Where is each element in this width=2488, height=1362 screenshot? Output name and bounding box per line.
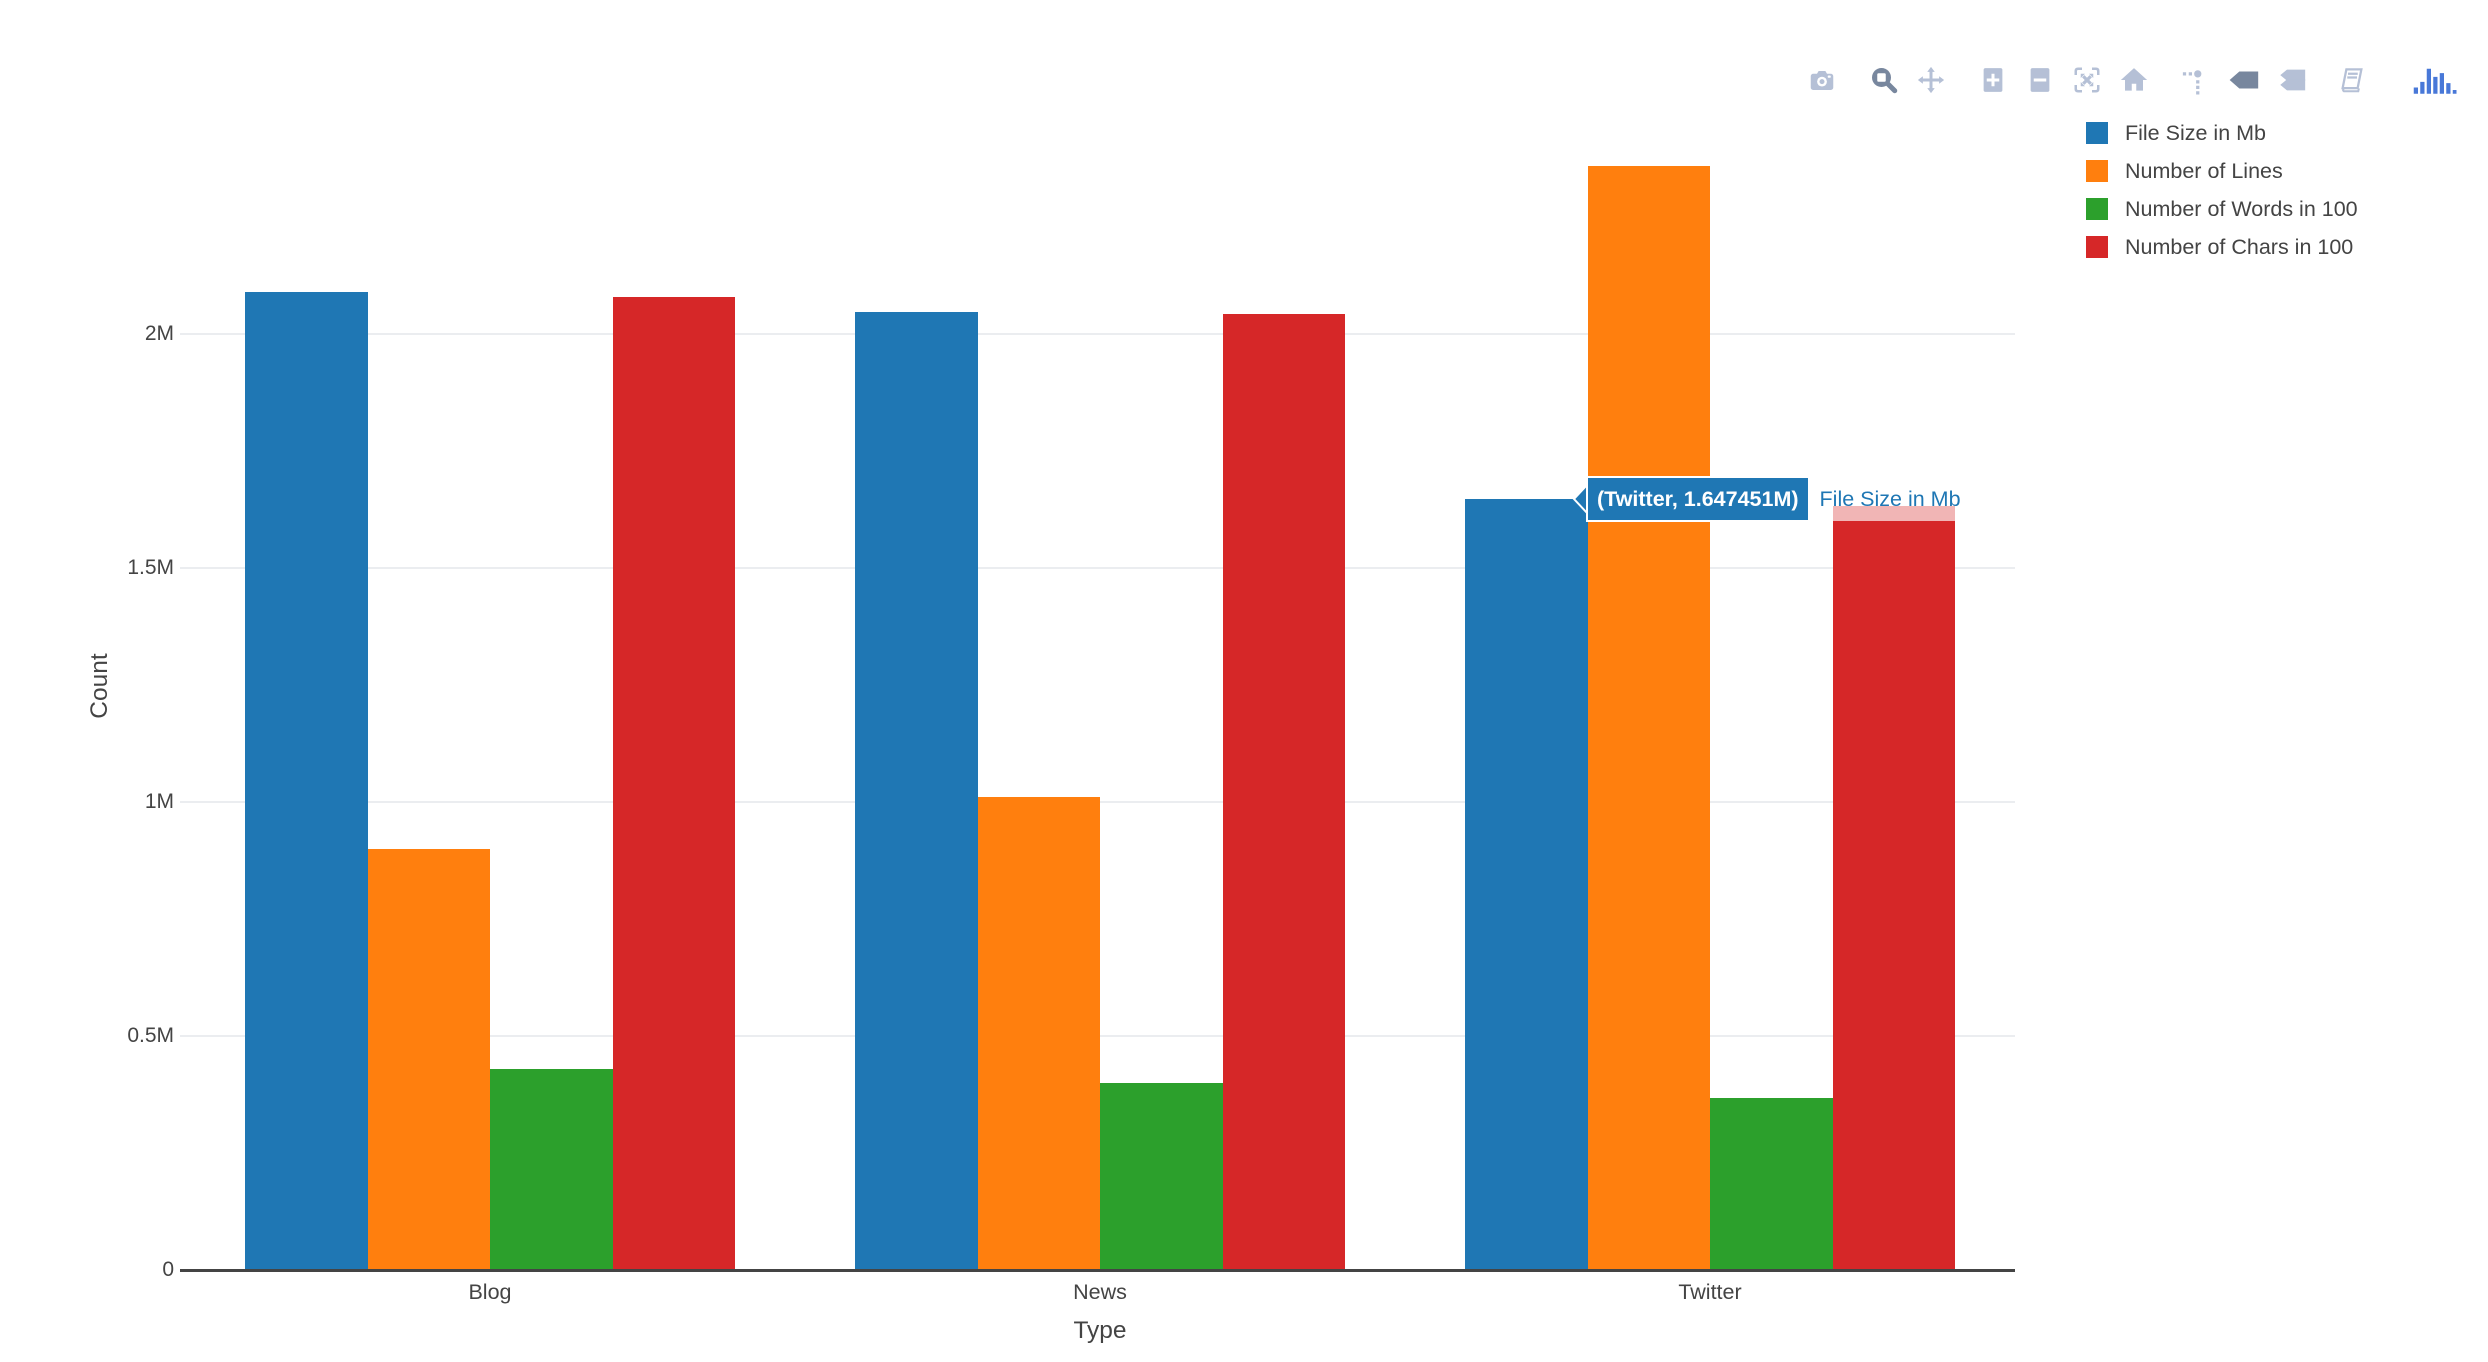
modebar-button-zoom-in[interactable] xyxy=(1977,61,2009,99)
spike-lines-icon xyxy=(2181,65,2211,95)
notebook-icon xyxy=(2337,65,2367,95)
y-tick-label: 1M xyxy=(144,790,174,813)
legend-label: Number of Chars in 100 xyxy=(2125,235,2354,259)
bar-news-series-2[interactable] xyxy=(1100,1082,1223,1270)
modebar-button-zoom-mode[interactable] xyxy=(1868,61,1900,99)
bar-blog-series-2[interactable] xyxy=(490,1068,613,1270)
y-tick-label: 0.5M xyxy=(127,1024,174,1047)
legend-swatch-icon xyxy=(2086,236,2108,258)
legend-item[interactable]: Number of Chars in 100 xyxy=(2086,236,2358,258)
y-axis-title: Count xyxy=(86,653,113,719)
x-tick-label: Twitter xyxy=(1678,1280,1742,1304)
modebar-button-compare-data-on-hover[interactable] xyxy=(2274,61,2306,99)
x-tick-label: News xyxy=(1073,1280,1127,1304)
gridline xyxy=(180,567,2015,569)
legend-item[interactable]: Number of Lines xyxy=(2086,160,2358,182)
y-tick-label: 0 xyxy=(162,1258,174,1281)
modebar-button-pan-mode[interactable] xyxy=(1915,61,1947,99)
modebar-button-edit-in-chart-studio[interactable] xyxy=(2336,61,2368,99)
modebar xyxy=(1791,60,2462,100)
zoom-in-icon xyxy=(1978,65,2008,95)
bar-news-series-3[interactable] xyxy=(1222,313,1345,1270)
modebar-button-plotly-logo[interactable] xyxy=(2408,61,2462,99)
x-axis-line xyxy=(180,1269,2015,1272)
plotly-logo-icon xyxy=(2408,65,2462,95)
gridline xyxy=(180,333,2015,335)
x-axis-title: Type xyxy=(1073,1317,1127,1344)
zoom-out-icon xyxy=(2025,65,2055,95)
y-tick-label: 2M xyxy=(144,322,174,345)
modebar-button-toggle-spike-lines[interactable] xyxy=(2180,61,2212,99)
legend-swatch-icon xyxy=(2086,160,2108,182)
modebar-button-autoscale[interactable] xyxy=(2071,61,2103,99)
bar-twitter-series-1[interactable] xyxy=(1587,166,1710,1270)
bar-twitter-series-3[interactable] xyxy=(1832,506,1955,1270)
legend: File Size in Mb Number of Lines Number of … xyxy=(2086,122,2358,274)
legend-swatch-icon xyxy=(2086,198,2108,220)
camera-icon xyxy=(1807,65,1837,95)
bar-twitter-series-0[interactable] xyxy=(1465,498,1588,1270)
legend-label: Number of Words in 100 xyxy=(2125,197,2358,221)
pan-icon xyxy=(1916,65,1946,95)
modebar-button-reset-axes[interactable] xyxy=(2118,61,2150,99)
y-tick-label: 1.5M xyxy=(127,556,174,579)
hover-closest-icon xyxy=(2226,65,2260,95)
zoom-icon xyxy=(1869,65,1899,95)
modebar-button-show-closest-data-on-hover[interactable] xyxy=(2227,61,2259,99)
x-tick-label: Blog xyxy=(468,1280,512,1304)
bar-blog-series-1[interactable] xyxy=(367,848,490,1270)
legend-item[interactable]: Number of Words in 100 xyxy=(2086,198,2358,220)
bar-blog-series-3[interactable] xyxy=(612,297,735,1270)
legend-label: Number of Lines xyxy=(2125,159,2283,183)
bar-news-series-1[interactable] xyxy=(977,796,1100,1270)
legend-label: File Size in Mb xyxy=(2125,121,2266,145)
bar-blog-series-0[interactable] xyxy=(245,291,368,1270)
legend-swatch-icon xyxy=(2086,122,2108,144)
autoscale-icon xyxy=(2072,65,2102,95)
modebar-button-zoom-out[interactable] xyxy=(2024,61,2056,99)
hover-compare-icon xyxy=(2273,65,2307,95)
legend-item[interactable]: File Size in Mb xyxy=(2086,122,2358,144)
modebar-button-download-plot-as-png[interactable] xyxy=(1806,61,1838,99)
home-icon xyxy=(2119,65,2149,95)
bar-news-series-0[interactable] xyxy=(855,311,978,1270)
bar-twitter-series-2[interactable] xyxy=(1710,1097,1833,1270)
